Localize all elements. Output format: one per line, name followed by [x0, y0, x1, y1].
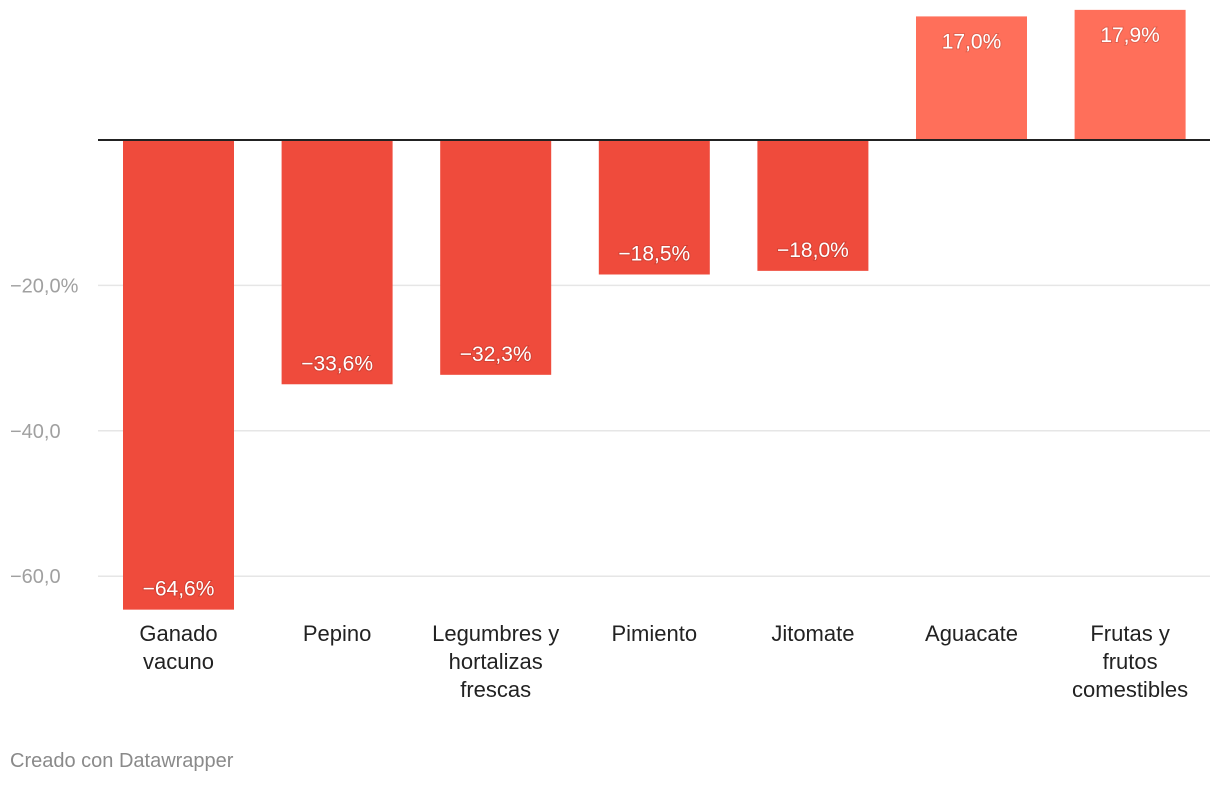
y-tick-label: −60,0: [10, 566, 61, 588]
bar: [1074, 9, 1186, 140]
category-labels-layer: Ganado vacuno Pepino Legumbres y hortalizas f…: [139, 621, 1188, 702]
bar: [757, 140, 869, 271]
bar: [281, 140, 393, 385]
x-tick-label: Aguacate: [925, 621, 1018, 646]
bar: [123, 140, 234, 610]
bar: [598, 140, 710, 275]
x-tick-label: Pimiento: [612, 621, 698, 646]
data-label: −18,0%: [777, 239, 849, 262]
x-tick-label: Frutas y frutos comestibles: [1072, 621, 1188, 702]
data-label: 17,0%: [942, 30, 1002, 53]
grid-layer: −20,0% −40,0 −60,0: [10, 275, 1210, 588]
x-tick-label: Legumbres y hortalizas frescas: [432, 621, 559, 702]
y-tick-label: −40,0: [10, 421, 61, 443]
x-tick-label: Pepino: [303, 621, 372, 646]
data-label: −64,6%: [143, 578, 215, 601]
data-label: −33,6%: [301, 352, 373, 375]
bar: [440, 140, 552, 375]
data-label: −32,3%: [460, 343, 532, 366]
y-tick-label: −20,0%: [10, 275, 79, 297]
value-labels-layer: −64,6% −33,6% −32,3% −18,5% −18,0% 17,0% 17,9%: [142, 23, 1161, 602]
datawrapper-credit: Creado con Datawrapper: [10, 750, 234, 772]
bar: [916, 16, 1027, 140]
data-label: 17,9%: [1100, 24, 1160, 47]
x-tick-label: Ganado vacuno: [139, 621, 217, 674]
x-tick-label: Jitomate: [771, 621, 854, 646]
bars-layer: [123, 9, 1186, 610]
data-label: −18,5%: [618, 242, 690, 265]
